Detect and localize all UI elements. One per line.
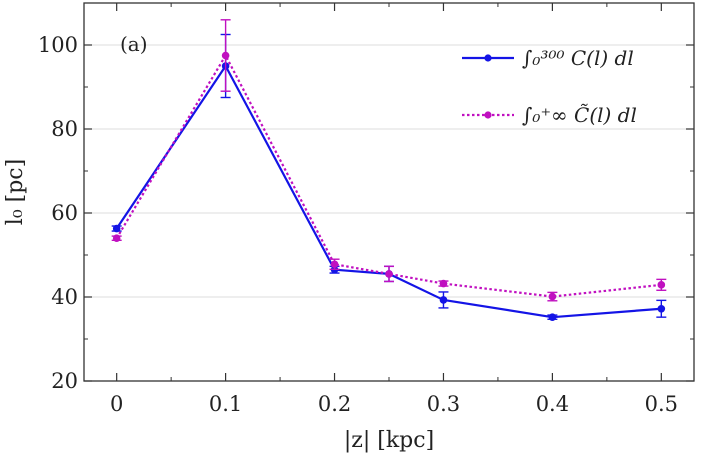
x-tick-label: 0 (110, 392, 123, 416)
x-tick-label: 0.2 (318, 392, 351, 416)
legend-entry-2: ∫₀⁺∞ C̃(l) dl (462, 103, 637, 127)
y-tick-label: 60 (51, 201, 78, 225)
series-2 (111, 19, 667, 302)
x-tick-label: 0.5 (645, 392, 678, 416)
x-axis-title: |z| [kpc] (344, 428, 434, 453)
x-tick-label: 0.1 (209, 392, 242, 416)
legend-marker-1 (484, 54, 492, 62)
x-tick-label: 0.3 (427, 392, 460, 416)
data-point (439, 279, 448, 288)
tick-labels: 20 40 60 80 100 0 0.1 0.2 0.3 0.4 0.5 (38, 33, 678, 416)
legend-label-2: ∫₀⁺∞ C̃(l) dl (522, 103, 637, 127)
data-point (112, 234, 121, 242)
panel-label: (a) (120, 32, 148, 56)
series-layer (111, 19, 667, 321)
legend-label-1: ∫₀³⁰⁰ C(l) dl (522, 46, 634, 70)
data-point (330, 260, 339, 269)
data-point (439, 296, 448, 304)
data-point (657, 281, 666, 289)
data-point (657, 304, 666, 313)
plot-frame (83, 2, 695, 382)
y-axis-title: l₀ [pc] (3, 159, 28, 225)
y-tick-label: 100 (38, 33, 78, 57)
series-line (115, 54, 662, 298)
data-point (221, 51, 230, 60)
grid-lines (84, 44, 694, 382)
legend: ∫₀³⁰⁰ C(l) dl ∫₀⁺∞ C̃(l) dl (462, 46, 637, 127)
data-point (548, 292, 557, 301)
data-point (112, 224, 121, 233)
y-tick-label: 80 (51, 117, 78, 141)
x-tick-label: 0.4 (536, 392, 569, 416)
legend-entry-1: ∫₀³⁰⁰ C(l) dl (462, 46, 634, 70)
y-tick-label: 40 (51, 285, 78, 309)
legend-marker-2 (484, 111, 492, 119)
data-point (385, 270, 393, 278)
data-point (548, 313, 557, 321)
y-tick-label: 20 (51, 369, 78, 393)
